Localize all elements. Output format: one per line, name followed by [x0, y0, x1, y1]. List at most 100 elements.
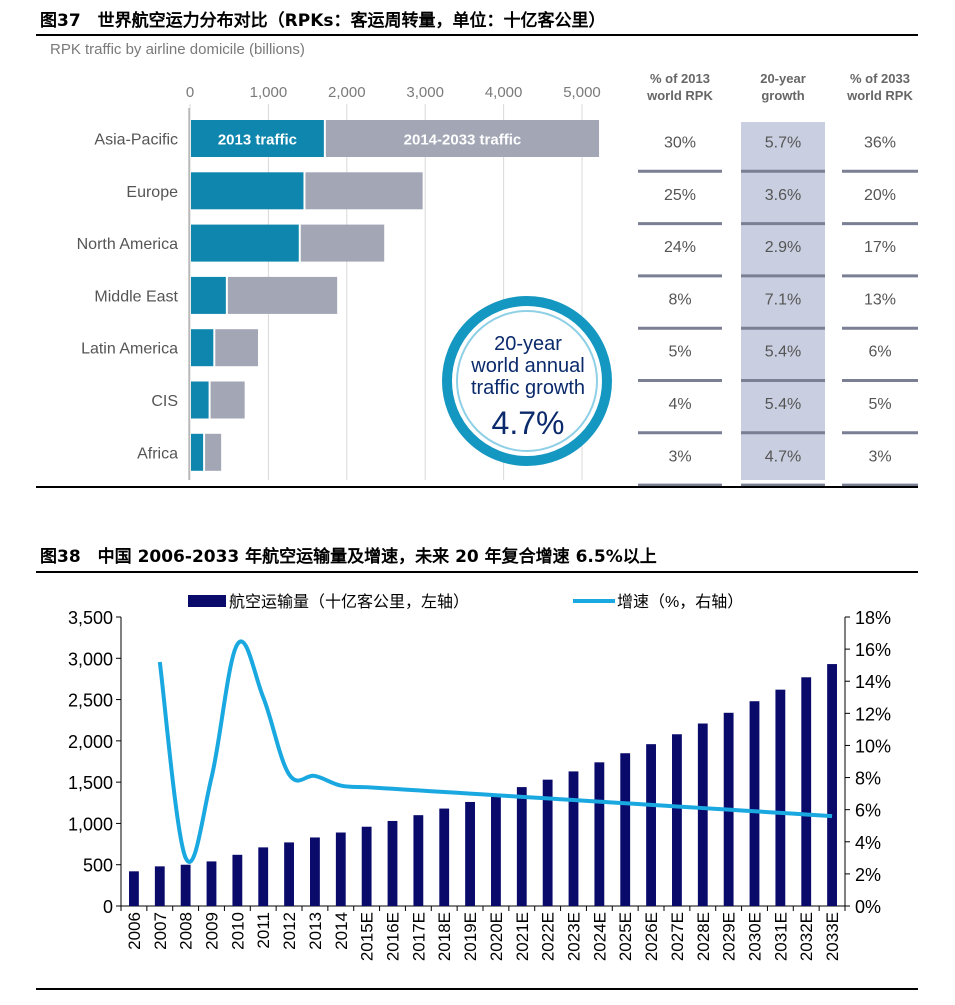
x-tick-label: 2031E [771, 912, 790, 961]
bar-2013-europe [191, 172, 304, 210]
traffic-bar-2013 [310, 837, 320, 906]
x-tick-label: 2019E [461, 912, 480, 961]
figure38-legend: 航空运输量（十亿客公里，左轴） 增速（%，右轴） [188, 593, 743, 611]
traffic-bar-2011 [258, 847, 269, 906]
badge-line1: 20-year [494, 333, 562, 355]
x-tick-label: 2009 [203, 912, 222, 950]
x-tick-label: 2020E [487, 912, 506, 961]
badge-line2: world annual [470, 355, 584, 377]
x-tick-label: 1,000 [250, 84, 288, 101]
x-tick-label: 2023E [565, 912, 584, 961]
legend-bar-label: 航空运输量（十亿客公里，左轴） [229, 593, 469, 611]
table-header: % of 2033 [850, 71, 910, 86]
figure37-top-rule [36, 34, 918, 36]
traffic-bar-2027E [672, 734, 682, 906]
x-tick-label: 2026E [642, 912, 661, 961]
traffic-bar-2026E [646, 744, 656, 906]
x-tick-label: 2011 [254, 912, 273, 949]
right-tick-label: 6% [855, 801, 881, 821]
x-tick-label: 0 [186, 84, 194, 101]
x-tick-label: 5,000 [563, 84, 601, 101]
table-cell: 2.9% [765, 239, 801, 256]
x-tick-label: 2028E [694, 912, 713, 961]
table-cell: 36% [864, 135, 896, 152]
table-cell: 4.7% [765, 448, 801, 465]
table-header: growth [761, 88, 804, 103]
table-header: world RPK [846, 88, 913, 103]
table-header: 20-year [760, 71, 806, 86]
bar-2014-2033-asia-pacific [325, 120, 600, 157]
category-label: Africa [137, 445, 178, 462]
traffic-bar-2014 [335, 832, 346, 906]
table-cell: 3.6% [765, 187, 801, 204]
right-tick-label: 16% [855, 640, 891, 660]
category-label: Middle East [94, 288, 178, 305]
traffic-bar-2008 [180, 864, 191, 906]
bar-2013-africa [191, 433, 204, 471]
left-tick-label: 1,500 [68, 773, 113, 793]
figure37-chart: RPK traffic by airline domicile (billion… [50, 41, 918, 487]
x-tick-label: 2016E [384, 912, 403, 961]
traffic-bar-2031E [775, 689, 786, 906]
x-tick-label: 2033E [823, 912, 842, 961]
x-tick-label: 2029E [720, 912, 739, 961]
figure37-subtitle: RPK traffic by airline domicile (billion… [50, 41, 305, 58]
x-tick-label: 2025E [616, 912, 635, 961]
category-label: North America [77, 236, 178, 253]
table-cell: 13% [864, 291, 896, 308]
figure38-bottom-rule [36, 988, 918, 990]
category-label: Latin America [81, 341, 178, 358]
table-cell: 5% [668, 344, 691, 361]
traffic-bar-2017E [413, 815, 424, 906]
table-cell: 4% [668, 396, 691, 413]
table-cell: 5.4% [765, 344, 801, 361]
category-label: CIS [151, 393, 178, 410]
table-cell: 5.7% [765, 135, 801, 152]
bar-2013-cis [191, 381, 209, 419]
left-tick-label: 1,000 [68, 814, 113, 834]
figure38-title: 图38 中国 2006-2033 年航空运输量及增速，未来 20 年复合增速 6… [40, 547, 657, 567]
x-tick-label: 4,000 [485, 84, 523, 101]
left-tick-label: 2,000 [68, 732, 113, 752]
figure37-title: 图37 世界航空运力分布对比（RPKs：客运周转量，单位：十亿客公里） [40, 11, 606, 31]
traffic-bar-2015E [361, 826, 372, 906]
traffic-bar-2030E [749, 701, 760, 906]
traffic-bar-2012 [284, 842, 294, 906]
badge-line3: traffic growth [471, 377, 585, 399]
bar-2014-2033-north-america [300, 224, 385, 262]
traffic-bar-2024E [594, 762, 605, 906]
bar-2014-2033-africa [205, 433, 222, 471]
x-tick-label: 2027E [668, 912, 687, 961]
bar-2013-asia-pacific [191, 120, 324, 157]
x-tick-label: 2013 [306, 912, 325, 950]
table-cell: 7.1% [765, 291, 801, 308]
table-cell: 3% [868, 448, 891, 465]
x-tick-label: 2021E [513, 912, 532, 961]
right-tick-label: 2% [855, 865, 881, 885]
badge-value: 4.7% [492, 405, 565, 441]
right-tick-label: 18% [855, 608, 891, 628]
traffic-bar-2007 [154, 866, 165, 906]
bar-2013-latin-america [191, 329, 214, 367]
bar-2013-middle-east [191, 276, 226, 314]
traffic-bar-2009 [206, 861, 217, 906]
x-tick-label: 2024E [590, 912, 609, 961]
traffic-bar-2018E [439, 808, 450, 906]
legend-bar-swatch [188, 595, 226, 607]
table-cell: 5% [868, 396, 891, 413]
x-tick-label: 2018E [435, 912, 454, 961]
traffic-bar-2033E [827, 664, 837, 906]
traffic-bar-2016E [387, 820, 398, 906]
x-tick-label: 3,000 [406, 84, 444, 101]
x-tick-label: 2,000 [328, 84, 366, 101]
x-tick-label: 2008 [177, 912, 196, 950]
x-tick-label: 2006 [125, 912, 144, 950]
bar-2013-north-america [191, 224, 299, 262]
traffic-bar-2021E [516, 787, 527, 906]
traffic-bar-2019E [465, 801, 475, 906]
legend-line-label: 增速（%，右轴） [617, 593, 743, 611]
left-tick-label: 2,500 [68, 691, 113, 711]
right-tick-label: 4% [855, 833, 881, 853]
legend-future-label: 2014-2033 traffic [404, 132, 522, 149]
traffic-bar-2032E [801, 677, 812, 906]
